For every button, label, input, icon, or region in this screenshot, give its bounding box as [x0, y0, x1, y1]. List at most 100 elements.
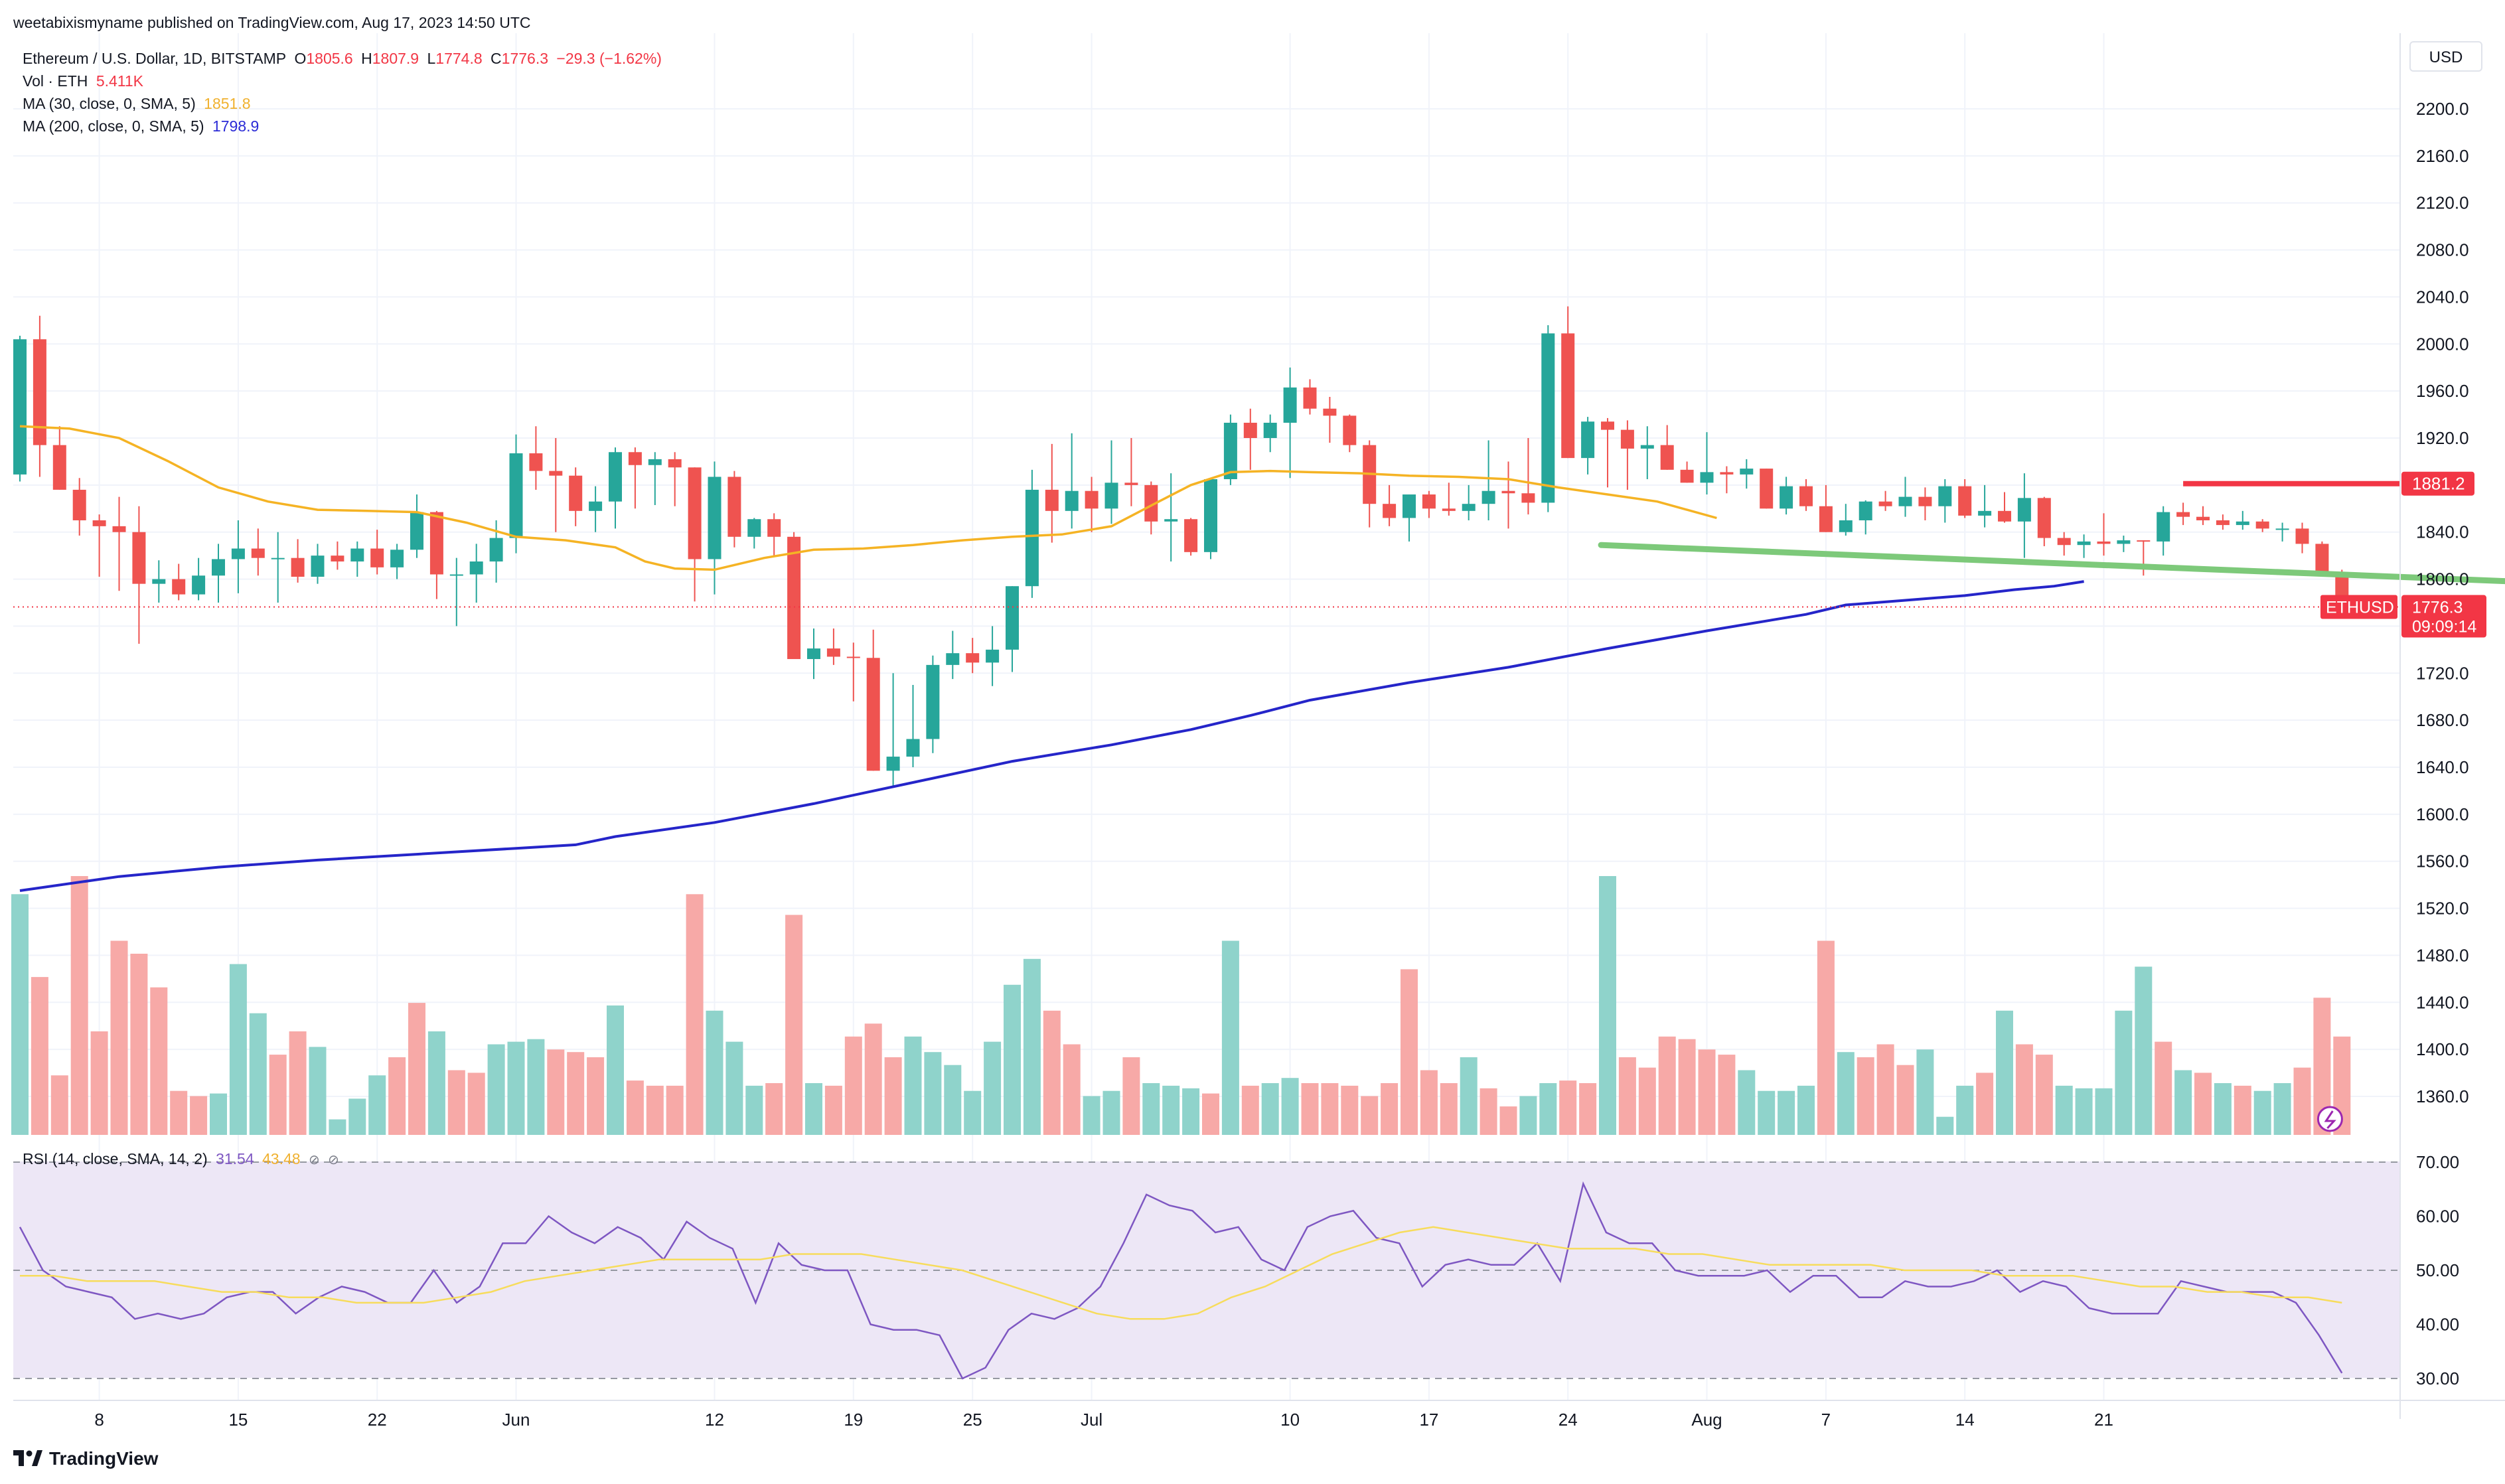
candle-body — [926, 664, 940, 739]
candle-body — [1898, 496, 1912, 506]
volume-bar — [527, 1039, 545, 1135]
volume-bar — [1063, 1044, 1081, 1135]
price-tick-label: 1480.0 — [2416, 945, 2469, 965]
volume-bar — [1023, 958, 1041, 1135]
volume-bar — [2135, 966, 2153, 1135]
candle-body — [350, 548, 364, 561]
candle-body — [807, 648, 820, 660]
candle-body — [370, 548, 384, 567]
candle-body — [1184, 519, 1198, 552]
volume-bar — [1916, 1049, 1934, 1135]
candle-body — [429, 512, 443, 575]
rsi-tick-label: 30.00 — [2416, 1369, 2459, 1388]
volume-bar — [1221, 940, 1239, 1135]
volume-bar — [1122, 1057, 1140, 1135]
volume-bar — [1738, 1070, 1756, 1135]
price-tick-label: 1920.0 — [2416, 428, 2469, 448]
volume-bar — [607, 1005, 624, 1135]
volume-bar — [2035, 1055, 2053, 1135]
volume-bar — [984, 1041, 1002, 1135]
volume-bar — [745, 1085, 763, 1135]
rsi-tick-label: 70.00 — [2416, 1152, 2459, 1172]
price-tick-label: 1560.0 — [2416, 852, 2469, 871]
volume-bar — [507, 1041, 525, 1135]
candle-body — [2097, 541, 2111, 544]
volume-bar — [229, 964, 247, 1135]
volume-bar — [210, 1093, 227, 1135]
candle-body — [529, 453, 543, 471]
volume-bar — [1976, 1073, 1994, 1135]
volume-bar — [924, 1052, 942, 1135]
candle-body — [1323, 408, 1337, 416]
volume-bar — [1043, 1010, 1061, 1135]
candle-body — [1561, 333, 1575, 459]
candle-body — [767, 519, 781, 537]
candle-body — [449, 574, 463, 576]
price-tick-label: 1960.0 — [2416, 381, 2469, 401]
volume-bar — [1857, 1057, 1874, 1135]
candle-body — [1065, 490, 1079, 511]
candle-body — [1144, 484, 1158, 522]
time-tick-label: 21 — [2094, 1410, 2113, 1430]
price-tick-label: 1440.0 — [2416, 992, 2469, 1012]
candles — [13, 306, 2349, 786]
time-tick-label: Jul — [1081, 1410, 1102, 1430]
tradingview-logo-icon — [13, 1450, 42, 1466]
candle-body — [1104, 482, 1118, 509]
volume-bar — [2214, 1083, 2232, 1135]
volume-bar — [1797, 1085, 1815, 1135]
candle-body — [1045, 489, 1059, 511]
candle-body — [2057, 538, 2071, 546]
volume-bar — [1579, 1083, 1597, 1135]
price-axis[interactable]: 1360.0 1400.0 1440.0 1480.0 1520.0 1560.0 1600… — [2416, 99, 2469, 1106]
volume-bar — [1678, 1039, 1696, 1135]
volume-bar — [1162, 1085, 1180, 1135]
ohlc-close: C1776.3 — [491, 49, 548, 68]
rsi-legend[interactable]: RSI (14, close, SMA, 14, 2) 31.54 43.48 … — [23, 1150, 343, 1169]
volume-bar — [249, 1013, 267, 1135]
volume-bar — [1004, 984, 1021, 1135]
price-tick-label: 2120.0 — [2416, 193, 2469, 213]
eye-off-icon-secondary[interactable]: ⊘ — [328, 1153, 339, 1167]
low-label: L — [427, 50, 436, 67]
candle-body — [2176, 512, 2190, 517]
candle-body — [2315, 544, 2329, 572]
ma200-legend[interactable]: MA (200, close, 0, SMA, 5) 1798.9 — [23, 117, 263, 135]
volume-bar — [587, 1057, 605, 1135]
eye-off-icon[interactable]: ⊘ — [308, 1153, 320, 1167]
candle-body — [1958, 486, 1972, 516]
volume-bars — [11, 876, 2351, 1135]
candle-body — [489, 538, 503, 561]
candle-body — [866, 658, 880, 771]
volume-bar — [2055, 1085, 2073, 1135]
volume-bar — [2253, 1090, 2271, 1135]
ma30-legend[interactable]: MA (30, close, 0, SMA, 5) 1851.8 — [23, 94, 255, 113]
symbol-legend[interactable]: Ethereum / U.S. Dollar, 1D, BITSTAMP O18… — [23, 49, 666, 68]
time-axis[interactable]: 8 15 22 Jun 12 19 25 Jul 10 17 24 Aug 7 14 21 — [94, 1410, 2113, 1430]
candle-body — [906, 739, 920, 757]
candle-body — [1006, 586, 1019, 650]
candle-body — [192, 575, 206, 595]
ma200-value: 1798.9 — [212, 117, 260, 135]
candle-body — [1481, 490, 1495, 504]
volume-bar — [1876, 1044, 1894, 1135]
volume-bar — [2174, 1070, 2192, 1135]
currency-button[interactable]: USD — [2409, 41, 2482, 72]
rsi-band — [13, 1161, 2400, 1378]
volume-bar — [1361, 1096, 1379, 1135]
candle-body — [2017, 498, 2031, 522]
candle-body — [172, 579, 186, 595]
candle-body — [2255, 521, 2269, 529]
volume-bar — [944, 1065, 962, 1135]
volume-legend[interactable]: Vol · ETH 5.411K — [23, 72, 147, 90]
rsi-axis[interactable]: 30.00 40.00 50.00 60.00 70.00 — [2416, 1152, 2459, 1388]
candle-body — [1740, 469, 1754, 475]
candle-body — [787, 536, 801, 660]
candle-body — [1700, 472, 1714, 483]
candle-body — [648, 459, 662, 465]
candle-body — [1998, 510, 2011, 522]
rsi-tick-label: 40.00 — [2416, 1315, 2459, 1335]
volume-bar — [269, 1055, 287, 1135]
candle-body — [628, 452, 642, 465]
